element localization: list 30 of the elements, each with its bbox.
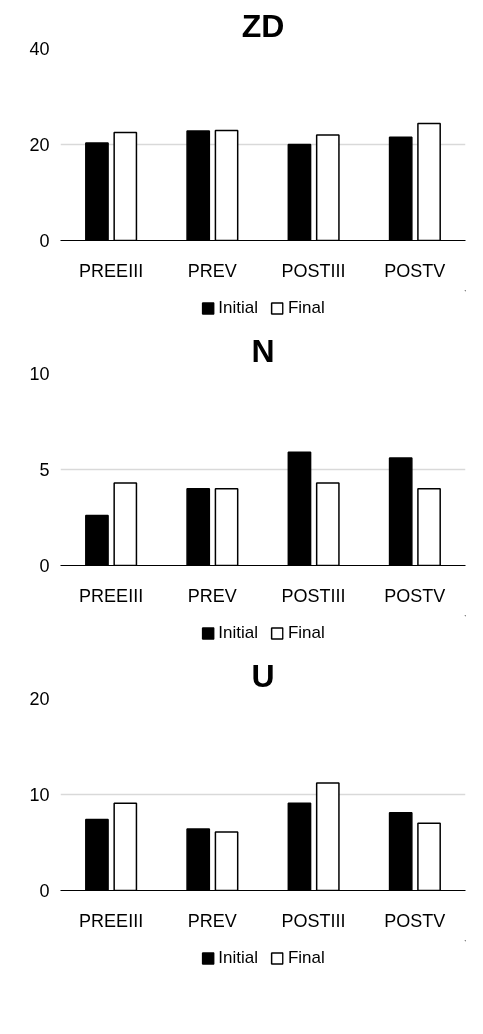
x-tick-label: POSTV bbox=[384, 585, 446, 606]
legend-label: Final bbox=[287, 622, 325, 643]
x-tick-label: POSTIII bbox=[281, 260, 346, 281]
x-tick-label: PREEIII bbox=[79, 585, 144, 606]
chart-title: ZD bbox=[241, 7, 285, 44]
x-tick-label: PREEIII bbox=[79, 260, 144, 281]
y-tick-label: 10 bbox=[29, 364, 50, 384]
legend-label: Initial bbox=[218, 297, 258, 318]
x-tick-label: POSTIII bbox=[281, 585, 346, 606]
y-tick-label: 20 bbox=[29, 135, 50, 155]
x-tick-label: PREV bbox=[187, 260, 237, 281]
legend-label: Final bbox=[287, 297, 325, 318]
x-tick-label: POSTV bbox=[384, 910, 446, 931]
legend-label: Final bbox=[287, 947, 325, 968]
y-tick-label: 0 bbox=[39, 556, 50, 576]
x-tick-label: PREV bbox=[187, 585, 237, 606]
legend-label: Initial bbox=[218, 947, 258, 968]
legend-label: Initial bbox=[218, 622, 258, 643]
y-tick-label: 40 bbox=[29, 39, 50, 59]
x-tick-label: PREEIII bbox=[79, 910, 144, 931]
y-tick-label: 20 bbox=[29, 689, 50, 709]
x-tick-label: POSTIII bbox=[281, 910, 346, 931]
y-tick-label: 5 bbox=[39, 460, 50, 480]
x-tick-label: POSTV bbox=[384, 260, 446, 281]
y-tick-label: 0 bbox=[39, 881, 50, 901]
chart-title: U bbox=[251, 657, 275, 694]
x-tick-label: PREV bbox=[187, 910, 237, 931]
y-tick-label: 10 bbox=[29, 785, 50, 805]
y-tick-label: 0 bbox=[39, 231, 50, 251]
chart-title: N bbox=[251, 332, 275, 369]
